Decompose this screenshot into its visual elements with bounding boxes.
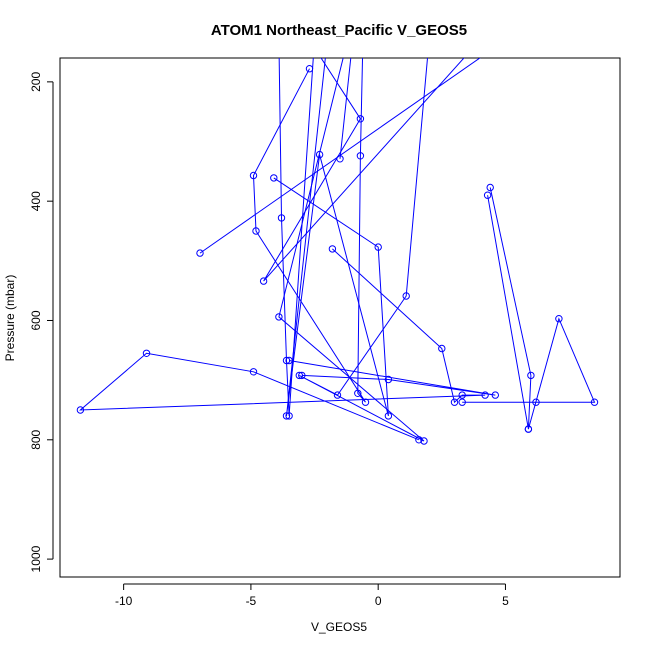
data-point-s8-1 [328, 245, 337, 253]
x-axis-label: V_GEOS5 [311, 620, 367, 634]
series-line-4 [263, 58, 465, 282]
data-point-s1-4 [285, 412, 293, 420]
data-point-s2-5 [354, 389, 362, 397]
data-point-s5-4 [315, 150, 324, 159]
x-tick-label: -5 [246, 594, 257, 608]
data-point-s10-1 [486, 183, 494, 192]
series-line-11 [462, 317, 596, 430]
data-point-s3-3 [420, 437, 428, 445]
data-point-s4-3 [259, 277, 268, 285]
y-tick-label: 600 [29, 310, 43, 330]
data-point-s10-2 [527, 371, 535, 380]
data-point-s8-3 [450, 398, 459, 406]
y-axis-label: Pressure (mbar) [3, 275, 17, 362]
series-group [76, 58, 599, 445]
data-point-s2-6 [356, 152, 365, 160]
data-point-s8-5 [481, 391, 489, 399]
y-tick-label: 1000 [29, 545, 43, 572]
data-point-s2-2 [249, 171, 258, 180]
data-point-s8-7 [142, 349, 151, 357]
data-point-s8-8 [249, 368, 258, 376]
data-point-s9-4 [298, 371, 306, 380]
y-tick-label: 800 [29, 429, 43, 449]
y-tick-label: 400 [29, 191, 43, 211]
series-line-5 [273, 58, 389, 417]
data-point-s11-3 [590, 398, 599, 406]
data-point-s3-6 [402, 292, 410, 300]
series-line-7 [339, 58, 352, 159]
series-line-1 [278, 58, 314, 416]
data-point-s11-5 [524, 425, 533, 433]
series-line-8 [78, 248, 486, 441]
series-line-10 [487, 187, 532, 430]
data-point-s9-1 [285, 356, 293, 365]
data-point-s10-4 [483, 191, 492, 199]
data-point-s3-2 [275, 313, 283, 321]
x-tick-label: 5 [502, 594, 509, 608]
x-axis: -10 -5 0 5 [115, 583, 509, 608]
series-layer [76, 58, 599, 445]
data-point-s2-3 [252, 227, 260, 235]
y-axis: 200 400 600 800 1000 [29, 72, 54, 572]
plot-frame [59, 57, 621, 578]
data-point-s5-2 [374, 243, 382, 251]
data-point-s7-1 [336, 155, 344, 163]
data-point-s11-4 [555, 315, 563, 323]
data-point-s3-5 [333, 391, 342, 399]
series-line-2 [252, 58, 366, 403]
y-tick-label: 200 [29, 72, 43, 92]
data-point-s1-2 [277, 214, 286, 222]
data-point-s8-2 [438, 344, 446, 353]
data-point-s5-5 [282, 412, 291, 420]
data-point-s9-3 [384, 375, 393, 384]
data-point-s8-4 [458, 391, 466, 399]
data-point-s8-9 [415, 436, 423, 444]
data-point-s2-1 [305, 65, 314, 73]
data-point-s11-1 [458, 398, 466, 406]
data-point-s4-2 [356, 115, 365, 123]
data-point-s11-2 [532, 398, 540, 406]
series-line-3 [278, 58, 429, 442]
chart-title: ATOM1 Northeast_Pacific V_GEOS5 [211, 22, 467, 39]
x-tick-label: 0 [375, 594, 382, 608]
data-point-s6-1 [196, 249, 204, 257]
data-point-s5-1 [270, 174, 278, 182]
data-point-s2-4 [361, 398, 370, 406]
data-point-s8-6 [76, 406, 85, 414]
data-point-s9-2 [491, 391, 499, 399]
series-line-9 [289, 360, 496, 396]
series-line-6 [199, 58, 481, 254]
data-point-s5-3 [384, 412, 393, 420]
x-tick-label: -10 [115, 594, 133, 608]
